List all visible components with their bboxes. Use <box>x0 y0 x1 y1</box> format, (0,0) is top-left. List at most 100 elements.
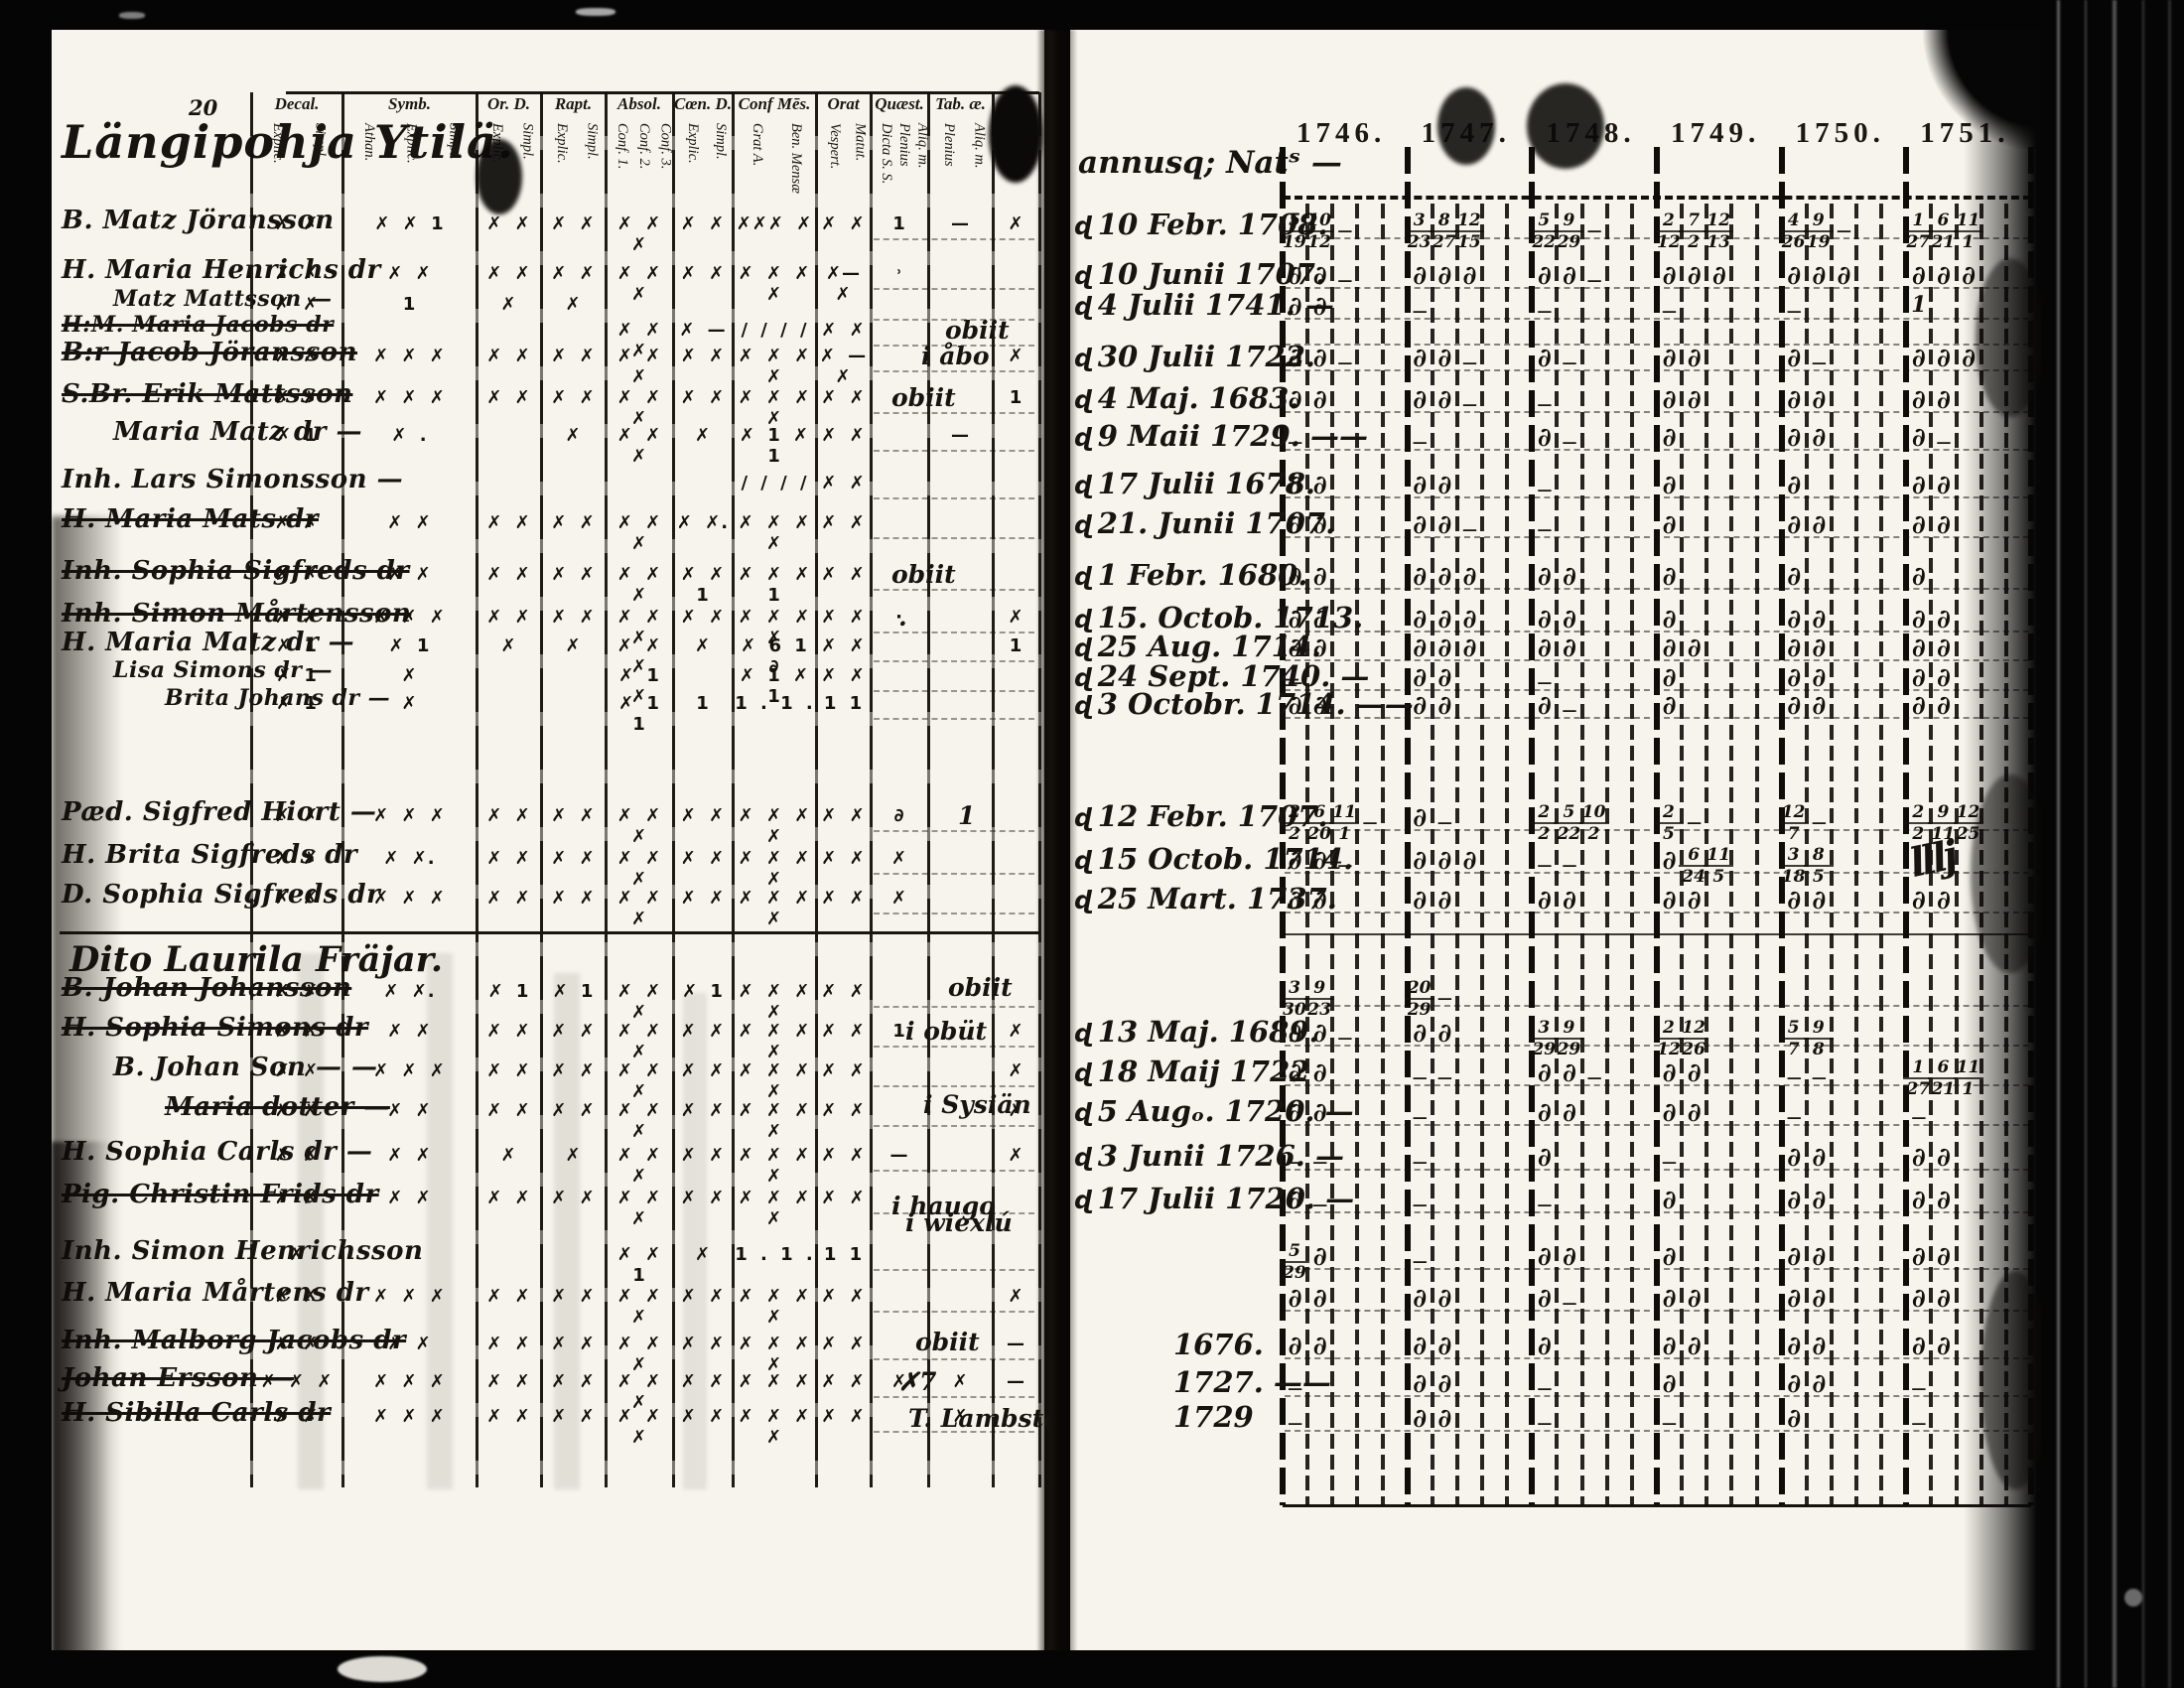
absence-dash: — <box>1562 856 1577 874</box>
mark-cell: ✗ ✗ <box>821 213 866 234</box>
mark-cell: ✗ ✗ ✗ <box>616 1334 662 1375</box>
birth-date: ɖ 21. Junii 1707. <box>1074 506 1335 540</box>
fraction-part: 1 <box>1903 211 1934 233</box>
mark-cell: ✗ 1 <box>388 635 431 656</box>
date-text: 3 Junii 1726. — <box>1097 1139 1344 1173</box>
marginal-note: i wiexlú <box>905 1208 1013 1237</box>
mark-cell: ✗— ✗ <box>825 263 862 305</box>
communion-mark: ∂ <box>1537 1332 1552 1361</box>
communion-mark: ∂ <box>1312 385 1327 415</box>
mark-cell: ✗ ✗ ✗ ✗ <box>738 805 811 847</box>
absence-dash: — <box>1811 353 1827 371</box>
absence-dash: — <box>1412 302 1428 320</box>
mark-cell: ✗ ✗ ✗ <box>373 346 446 366</box>
communion-mark: ∂ <box>1413 886 1428 915</box>
fraction-part: 27 <box>1432 232 1456 253</box>
row-leader-dashes <box>874 1269 1034 1271</box>
communion-mark: ∂ <box>1937 385 1951 415</box>
subcol-vline <box>1705 204 1709 1505</box>
mark-cell: ✗ ✗ ✗ ✗ <box>738 1286 811 1328</box>
subcol-vline <box>1754 204 1759 1505</box>
date-fraction: 8 27 <box>1429 211 1459 253</box>
page-title: Längipohja Ytilä. <box>62 115 514 169</box>
mark-cell: ✗ ✗ <box>821 1188 866 1208</box>
left-page <box>52 30 1044 1658</box>
mark-cell: ✗ ✗ <box>680 387 726 408</box>
communion-mark: ∂ <box>1662 846 1677 876</box>
absence-dash: — <box>1461 353 1477 371</box>
date-flourish: ɖ <box>1074 663 1094 692</box>
mark-cell: ✗ <box>565 294 582 315</box>
marginal-note: obiit <box>891 383 956 412</box>
fraction-part: 20 <box>1404 978 1434 1001</box>
subcol-vline <box>1454 204 1459 1505</box>
fraction-part: 9 <box>1554 1018 1584 1041</box>
communion-mark: ∂ <box>1288 605 1302 634</box>
fraction-part: 2 <box>1289 824 1300 845</box>
grid-vline <box>815 92 818 1487</box>
fraction-part: 27 <box>1906 232 1931 253</box>
mark-cell: ✗ 1 <box>682 981 724 1002</box>
birth-date: ɖ 30 Julii 1722. <box>1074 340 1315 373</box>
grid-vline <box>732 92 735 1487</box>
birth-year: 1727. —— <box>1173 1365 1331 1399</box>
date-fraction: 6 20 <box>1304 802 1335 845</box>
mark-cell: ✗ ✗ <box>274 1406 320 1427</box>
row-guide-line <box>1285 1084 2029 1086</box>
date-flourish: ɖ <box>1074 471 1094 499</box>
mark-cell: ✗ ✗ ✗ <box>373 1060 446 1081</box>
mark-cell: ✗ <box>890 848 908 869</box>
mark-cell: ✗ <box>694 425 712 446</box>
row-name: Lisa Simons dr — <box>113 657 333 683</box>
mark-cell: ✗ ✗ <box>821 888 866 909</box>
date-flourish: ɖ <box>1074 385 1094 414</box>
mark-cell: 1 . 1 . <box>735 1244 814 1265</box>
communion-mark: ∂ <box>1812 1369 1827 1399</box>
date-text: 24 Sept. 1740. — <box>1097 659 1370 693</box>
communion-mark: ∂ <box>1413 1019 1428 1049</box>
fraction-part: 29 <box>1557 1040 1581 1060</box>
mark-cell: ✗ ✗ <box>274 981 320 1002</box>
absence-dash: — <box>1811 1068 1827 1086</box>
communion-mark: ∂ <box>1937 510 1951 540</box>
mark-cell: ✗ ✗ <box>486 346 531 366</box>
fraction-part: 6 <box>1928 211 1959 233</box>
grid-vline <box>476 92 478 1487</box>
film-speck <box>338 1656 427 1682</box>
mark-cell: ✗ ✗ ✗ ✗ <box>738 512 811 554</box>
communion-mark: ∂ <box>1911 691 1926 721</box>
mark-cell: 1 <box>1009 635 1024 656</box>
mark-cell: ✗ ✗ ✗ ✗ <box>738 1100 811 1142</box>
fraction-part: 3 <box>1529 1018 1560 1041</box>
absence-dash: — <box>1911 1414 1927 1432</box>
absence-dash: — <box>1562 701 1577 719</box>
mark-cell: ✗ ✗ ✗ ✗ <box>738 1145 811 1187</box>
date-text: 15 Octob. 1714. <box>1097 842 1354 876</box>
year-vline <box>1404 147 1411 1505</box>
absence-dash: — <box>1312 1153 1328 1171</box>
communion-mark: ∂ <box>1911 261 1926 291</box>
communion-mark: ∂ <box>1288 385 1302 415</box>
column-sub-label: Plenius <box>941 123 958 167</box>
mark-cell: ✗ — ✗ <box>819 346 868 387</box>
subcol-vline <box>1879 204 1884 1505</box>
communion-mark: ∂ <box>1837 261 1851 291</box>
absence-dash: — <box>1586 271 1602 289</box>
communion-mark: ∂ <box>1687 385 1702 415</box>
absence-dash: — <box>1312 1196 1328 1213</box>
communion-mark: ∂ <box>1812 261 1827 291</box>
grid-vline <box>927 92 930 1487</box>
subcol-vline <box>1829 204 1834 1505</box>
absence-dash: — <box>1836 221 1851 239</box>
mark-cell: ✗ ✗ ✗ <box>373 1406 446 1427</box>
communion-mark: ∂ <box>1537 562 1552 592</box>
row-name: B. Johan Son — — <box>113 1053 378 1082</box>
mark-cell: ✗ <box>500 294 517 315</box>
fraction-part: 5 <box>1812 867 1825 888</box>
date-text: 10 Junii 1707. <box>1097 257 1326 291</box>
fraction-part: 7 <box>1787 824 1800 845</box>
mark-cell: ✗ 1 <box>276 425 318 446</box>
communion-mark: ∂ <box>1662 385 1677 415</box>
